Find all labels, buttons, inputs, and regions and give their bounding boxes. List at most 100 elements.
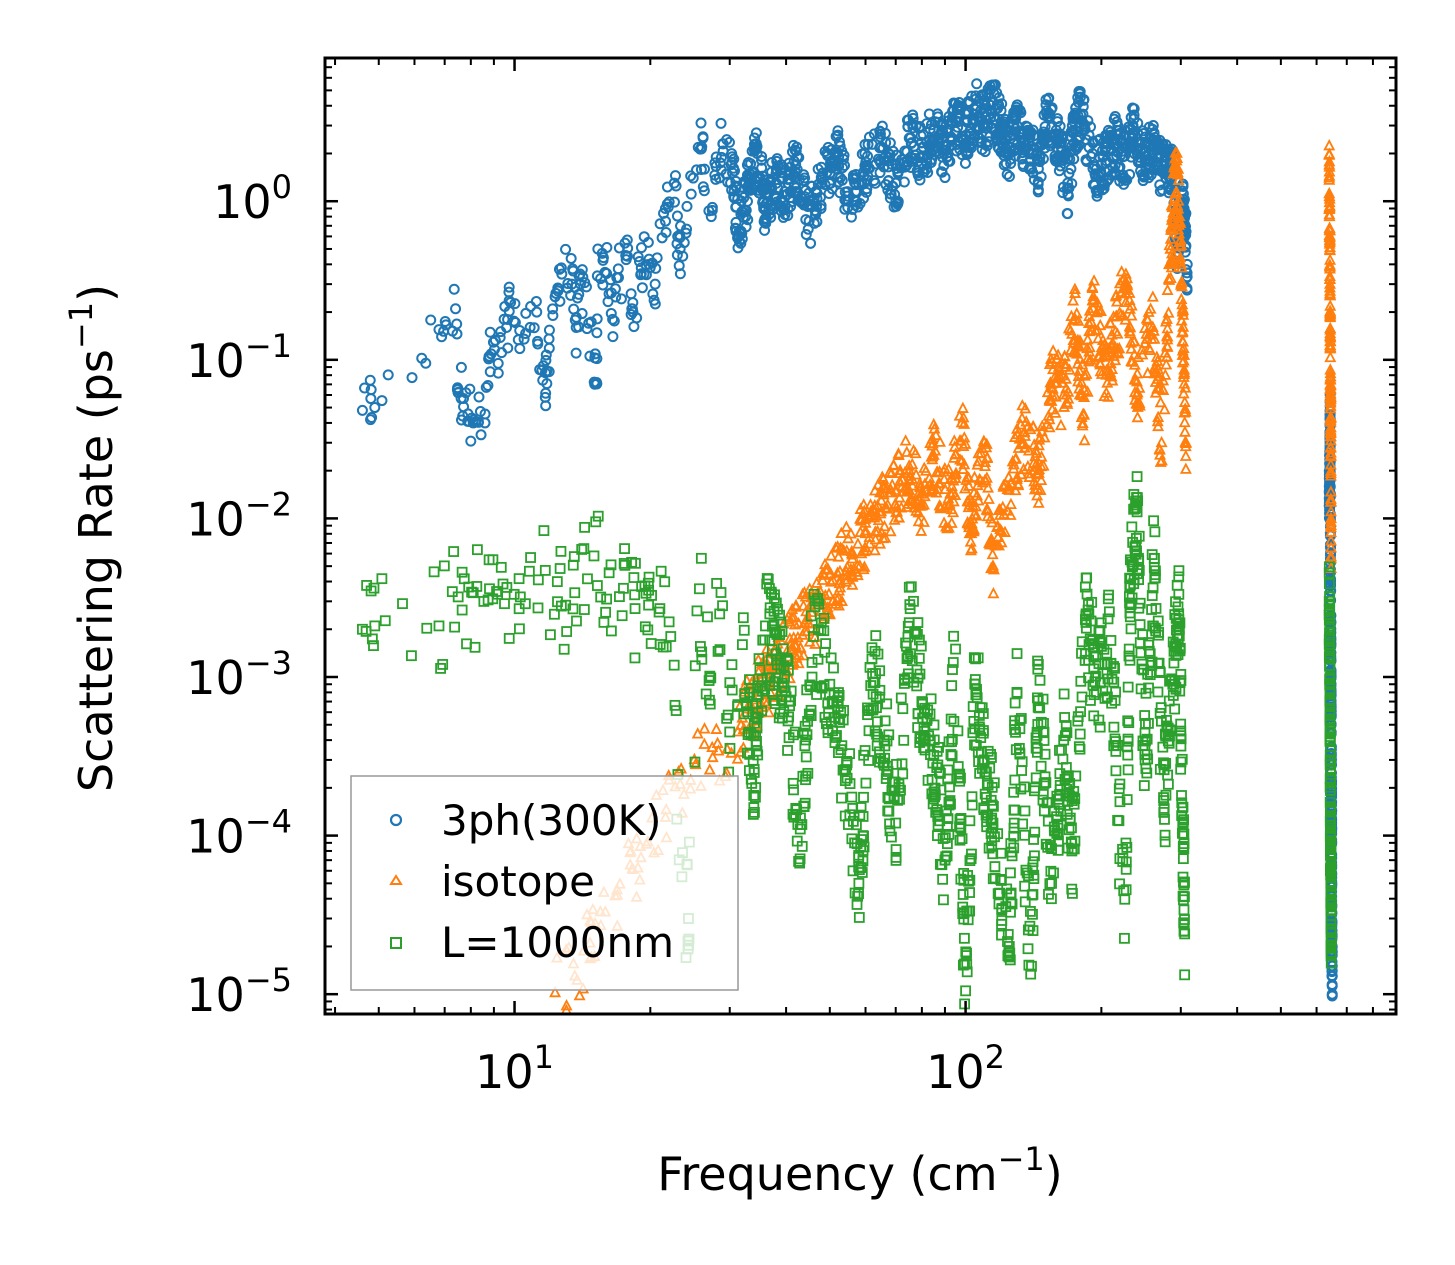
l-1000nm-point xyxy=(1152,686,1164,698)
isotope-point xyxy=(1092,303,1105,315)
isotope-point xyxy=(1152,410,1165,422)
l-1000nm-point xyxy=(944,795,956,806)
l-1000nm-point xyxy=(437,659,449,670)
l-1000nm-point xyxy=(1058,734,1070,746)
l-1000nm-point xyxy=(452,591,464,603)
l-1000nm-point xyxy=(1159,813,1170,825)
3ph-300k-point xyxy=(687,172,699,184)
isotope-point xyxy=(798,615,811,628)
x-tick-label: 102 xyxy=(926,1038,1005,1099)
l-1000nm-point xyxy=(1173,565,1185,577)
isotope-point xyxy=(1324,511,1337,524)
l-1000nm-point xyxy=(1173,571,1185,583)
l-1000nm-point xyxy=(551,576,563,588)
l-1000nm-point xyxy=(1091,686,1102,698)
l-1000nm-point xyxy=(890,817,902,829)
isotope-point xyxy=(1148,367,1161,379)
l-1000nm-point xyxy=(1143,639,1154,651)
isotope-point xyxy=(978,435,991,448)
3ph-300k-point xyxy=(906,155,918,167)
l-1000nm-point xyxy=(1137,629,1149,641)
l-1000nm-point xyxy=(492,588,504,600)
l-1000nm-point xyxy=(1006,898,1018,910)
isotope-point xyxy=(689,757,702,770)
l-1000nm-point xyxy=(1106,673,1118,685)
isotope-point xyxy=(1172,168,1185,180)
3ph-300k-point xyxy=(823,188,835,200)
isotope-point xyxy=(1179,462,1192,474)
l-1000nm-point xyxy=(749,807,760,818)
3ph-300k-point xyxy=(501,321,513,333)
isotope-point xyxy=(967,486,980,498)
3ph-300k-point xyxy=(695,117,707,129)
isotope-point xyxy=(915,524,928,536)
l-1000nm-point xyxy=(1108,676,1120,688)
isotope-point xyxy=(1035,473,1048,485)
l-1000nm-point xyxy=(770,597,782,609)
isotope-point xyxy=(1324,410,1337,422)
l-1000nm-point xyxy=(1046,893,1057,905)
l-1000nm-point xyxy=(1106,697,1118,709)
3ph-300k-point xyxy=(610,291,622,303)
l-1000nm-point xyxy=(1093,714,1105,726)
isotope-point xyxy=(872,513,885,526)
l-1000nm-point xyxy=(874,665,886,677)
l-1000nm-point xyxy=(1094,721,1106,733)
isotope-point xyxy=(1323,272,1336,284)
l-1000nm-point xyxy=(714,644,726,656)
isotope-point xyxy=(875,504,888,517)
isotope-point xyxy=(934,435,946,447)
3ph-300k-point xyxy=(589,348,601,360)
3ph-300k-point xyxy=(882,184,894,196)
l-1000nm-point xyxy=(918,742,930,754)
l-1000nm-point xyxy=(796,841,808,852)
l-1000nm-point xyxy=(1173,614,1185,626)
isotope-point xyxy=(1133,399,1146,411)
3ph-300k-point xyxy=(532,338,544,350)
isotope-point xyxy=(785,611,798,623)
l-1000nm-point xyxy=(1034,702,1046,713)
l-1000nm-point xyxy=(946,680,958,692)
l-1000nm-point xyxy=(750,711,761,723)
l-1000nm-point xyxy=(503,633,515,644)
l-1000nm-point xyxy=(1325,774,1337,786)
3ph-300k-point xyxy=(1127,127,1139,139)
isotope-point xyxy=(885,466,898,479)
l-1000nm-point xyxy=(712,646,724,657)
l-1000nm-point xyxy=(922,704,934,716)
l-1000nm-point xyxy=(964,887,975,898)
l-1000nm-point xyxy=(657,641,669,653)
l-1000nm-point xyxy=(751,712,763,724)
isotope-point xyxy=(868,511,881,523)
3ph-300k-point xyxy=(715,117,727,129)
l-1000nm-point xyxy=(834,717,846,728)
l-1000nm-point xyxy=(1325,893,1337,905)
3ph-300k-point xyxy=(1017,137,1029,149)
l-1000nm-point xyxy=(1324,715,1336,727)
l-1000nm-point xyxy=(1119,932,1130,944)
l-1000nm-point xyxy=(1174,617,1186,629)
3ph-300k-point xyxy=(903,132,915,144)
isotope-point xyxy=(1026,420,1039,432)
3ph-300k-point xyxy=(1128,113,1140,125)
l-1000nm-point xyxy=(694,583,705,595)
3ph-300k-point xyxy=(907,112,919,124)
l-1000nm-point xyxy=(1162,722,1174,734)
isotope-point xyxy=(789,648,802,660)
3ph-300k-point xyxy=(791,141,803,153)
l-1000nm-point xyxy=(824,678,836,690)
l-1000nm-point xyxy=(836,792,847,804)
l-1000nm-point xyxy=(368,582,380,594)
3ph-300k-point xyxy=(760,217,772,229)
3ph-300k-point xyxy=(376,395,388,407)
isotope-point xyxy=(1048,371,1061,383)
isotope-point xyxy=(851,537,864,549)
3ph-300k-point xyxy=(872,153,884,165)
isotope-point xyxy=(698,737,711,749)
l-1000nm-point xyxy=(376,573,388,585)
3ph-300k-point xyxy=(1011,120,1023,132)
3ph-300k-point xyxy=(1046,102,1058,114)
l-1000nm-point xyxy=(1076,636,1088,648)
l-1000nm-point xyxy=(783,711,795,723)
l-1000nm-point xyxy=(1002,929,1014,940)
